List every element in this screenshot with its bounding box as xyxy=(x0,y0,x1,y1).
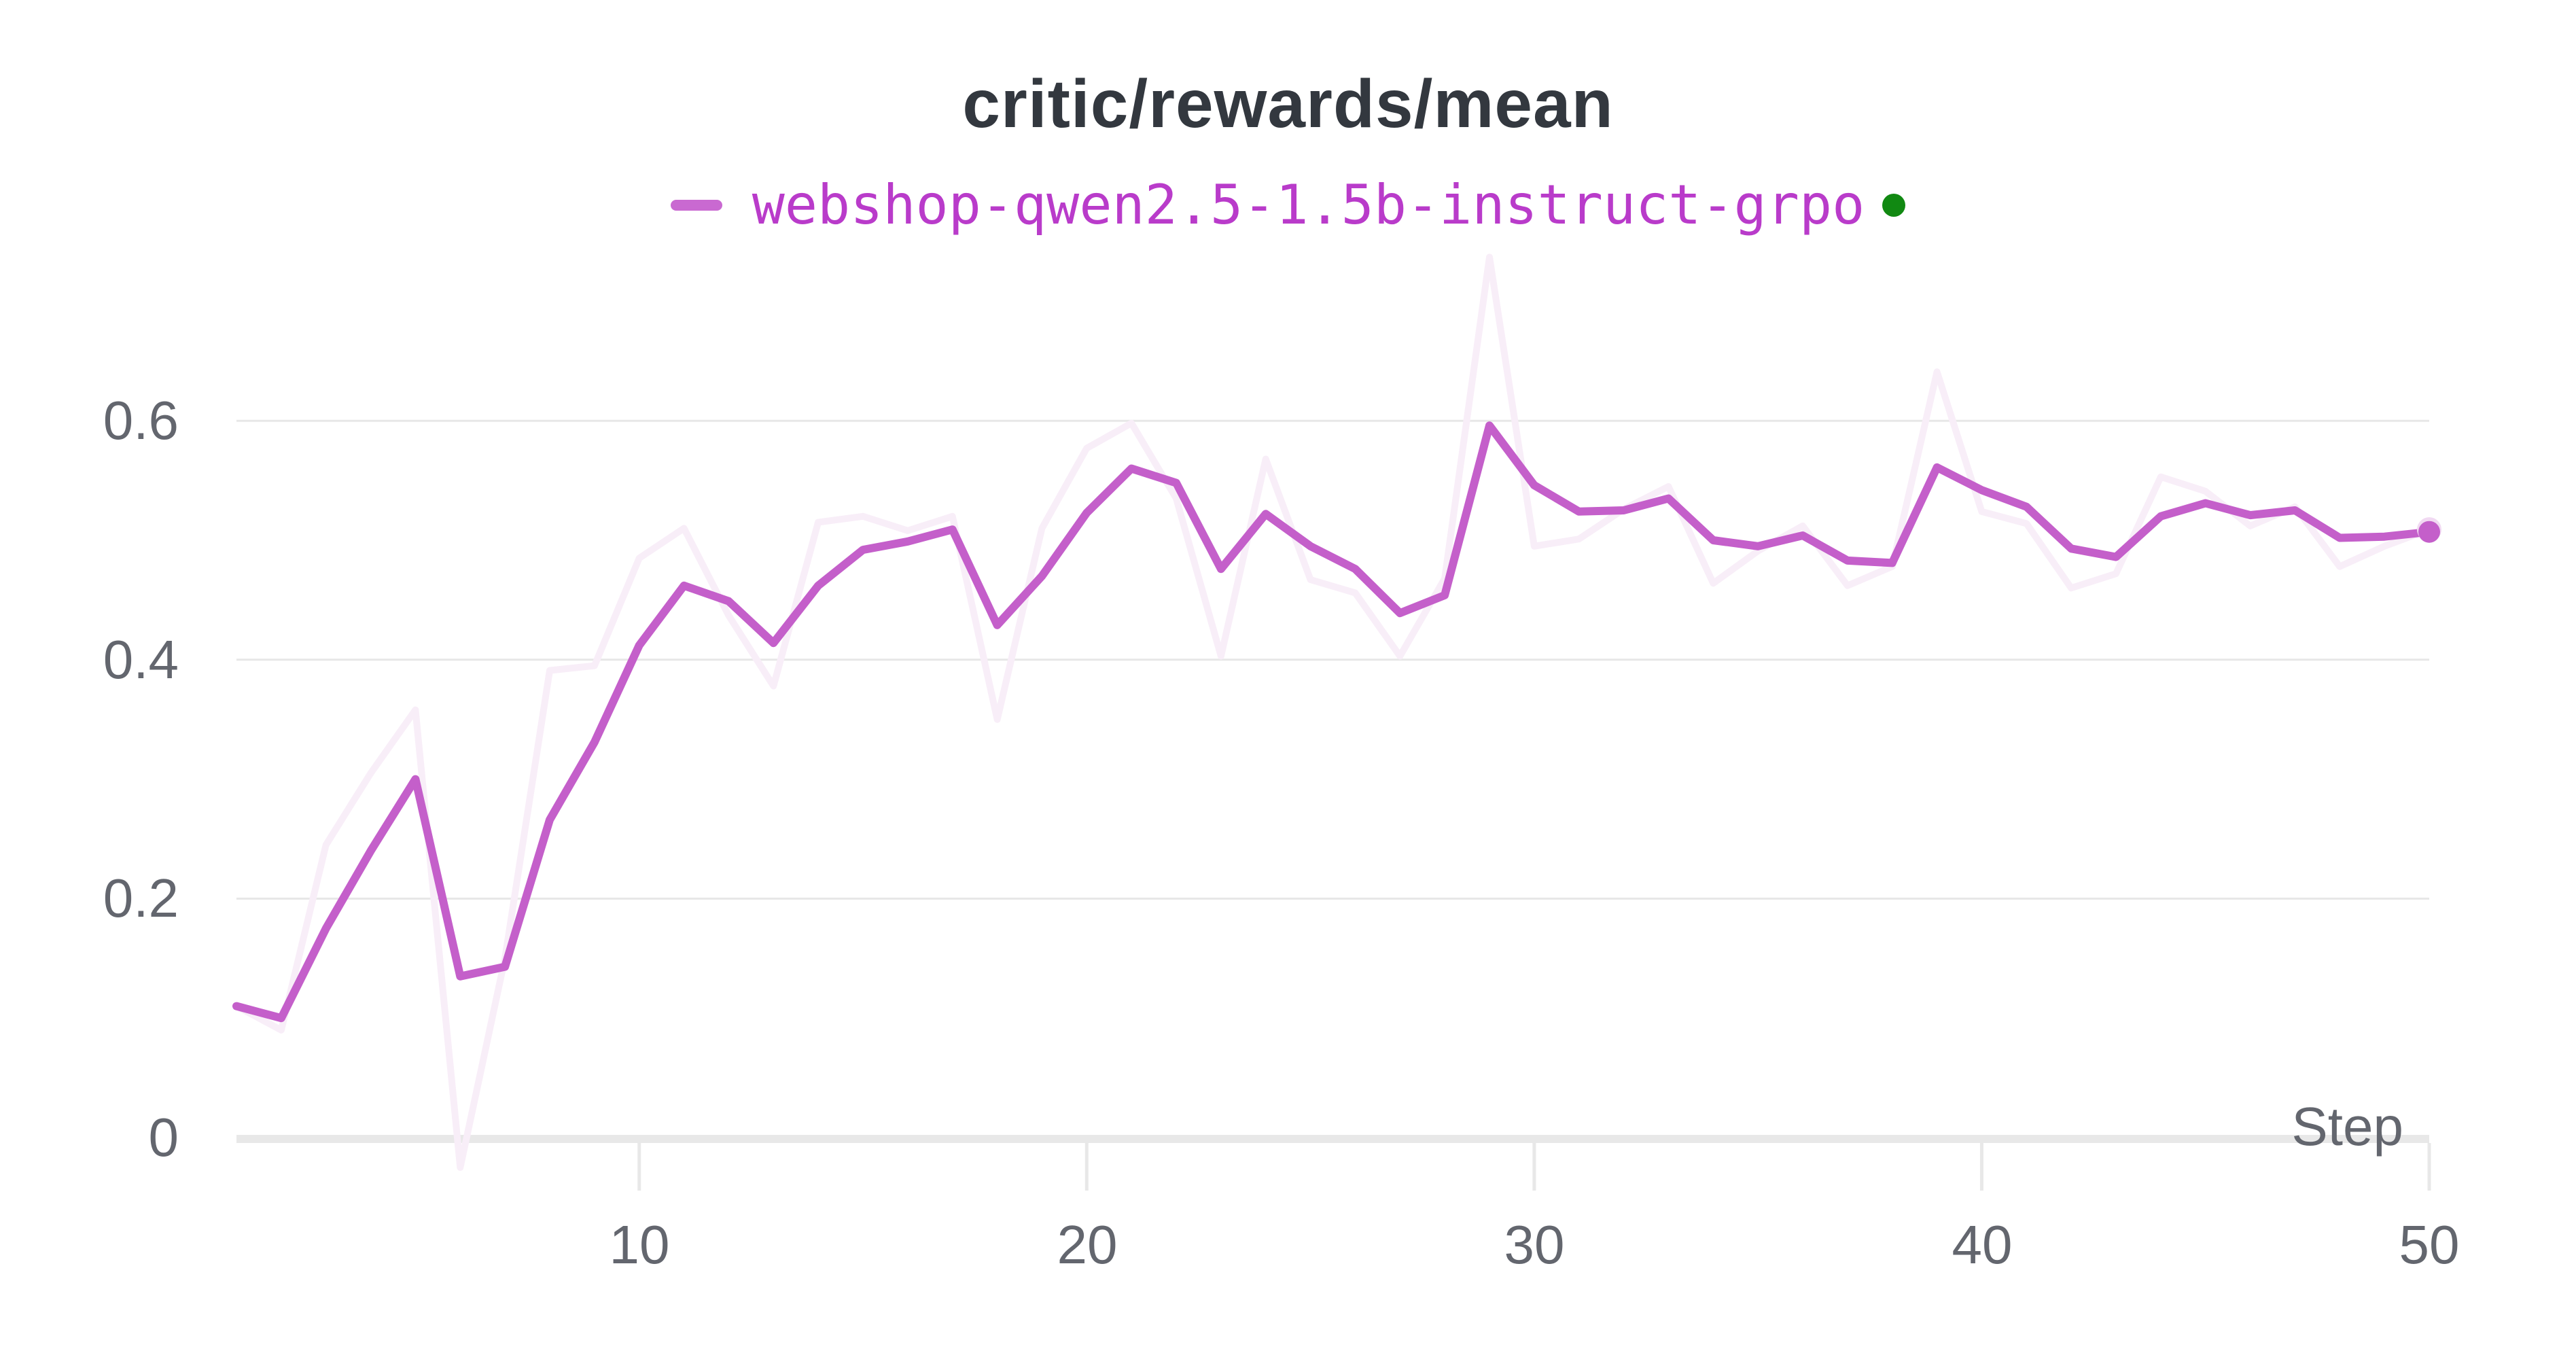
smoothed-series-line[interactable] xyxy=(232,421,2433,1023)
y-axis-tick-label: 0.6 xyxy=(103,390,179,451)
x-axis-title: Step xyxy=(2291,1096,2403,1157)
y-axis-tick-label: 0.2 xyxy=(103,868,179,928)
y-axis-tick-label: 0 xyxy=(148,1107,179,1167)
legend-run-name[interactable]: webshop-qwen2.5-1.5b-instruct-grpo xyxy=(752,173,1865,236)
series-end-marker xyxy=(2418,521,2440,543)
panel-title: critic/rewards/mean xyxy=(962,66,1614,142)
legend-line-swatch xyxy=(670,200,722,211)
legend[interactable]: webshop-qwen2.5-1.5b-instruct-grpo xyxy=(0,170,2576,241)
run-status-dot-icon xyxy=(1882,194,1906,217)
x-axis-tick-label: 30 xyxy=(1504,1214,1565,1275)
x-axis-tick-label: 50 xyxy=(2399,1214,2460,1275)
x-axis-tick-label: 40 xyxy=(1952,1214,2013,1275)
x-axis-tick-label: 10 xyxy=(609,1214,670,1275)
raw-series-line[interactable] xyxy=(233,253,2433,1171)
y-axis-tick-label: 0.4 xyxy=(103,629,179,690)
x-axis-tick-label: 20 xyxy=(1057,1214,1118,1275)
